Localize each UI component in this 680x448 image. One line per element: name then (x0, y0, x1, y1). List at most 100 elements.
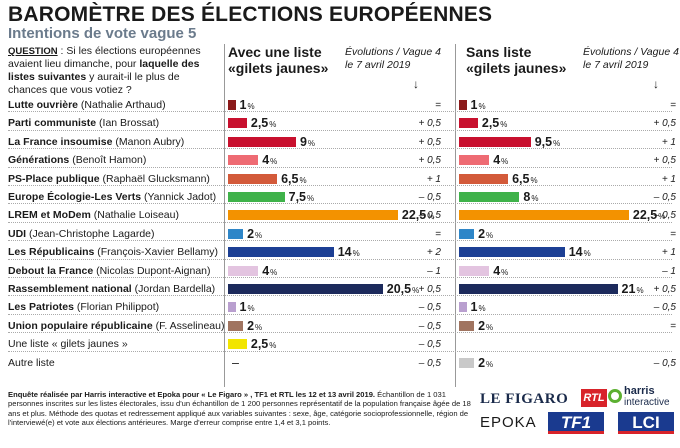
percent-sign: % (307, 138, 316, 148)
bar-series1 (228, 320, 244, 331)
percent-sign: % (427, 212, 435, 222)
evolution-series2: – 1 (662, 265, 676, 277)
row-separator (8, 313, 672, 315)
question-part2: y aurait-il le plus de chances que vous … (8, 71, 180, 96)
value-label-series2: 2% (478, 228, 493, 242)
percent-sign: % (478, 102, 486, 111)
percent-sign: % (553, 138, 561, 148)
figaro-logo: LE FIGARO (480, 391, 569, 407)
evolution-series2: – 0,5 (653, 192, 676, 203)
percent-sign: % (486, 359, 494, 369)
bar-series1 (228, 100, 236, 110)
leader-name: (Ian Brossat) (96, 117, 160, 130)
evolution-series1: – 0,5 (418, 210, 441, 222)
percent-sign: % (636, 286, 644, 295)
bar-series2 (459, 284, 618, 294)
bar-series1 (228, 118, 247, 129)
value-number: 22,5 (401, 208, 427, 223)
col2-header-line1: Sans liste (466, 44, 532, 60)
value-label-series2: 2% (478, 356, 494, 371)
row-separator (8, 166, 672, 168)
question-bold: laquelle des listes suivantes (8, 58, 200, 83)
footer-note: Enquête réalisée par Harris interactive … (8, 390, 474, 427)
party-name: Générations (8, 154, 70, 167)
bar-series2 (459, 192, 520, 202)
separator-col1 (224, 44, 225, 387)
row-separator (8, 221, 672, 223)
value-number: 4 (493, 263, 501, 278)
col2-evo-line2: le 7 avril 2019 (583, 59, 649, 71)
bar-series1 (228, 173, 278, 184)
percent-sign: % (530, 175, 538, 185)
evolution-series1: – 1 (427, 265, 441, 277)
percent-sign: % (247, 304, 255, 314)
value-label-series1: 2,5% (251, 117, 277, 131)
bar-series2 (459, 302, 467, 313)
row-separator (8, 203, 672, 205)
percent-sign: % (531, 194, 539, 203)
evolution-series1: = (435, 100, 441, 111)
percent-sign: % (501, 157, 509, 167)
value-label-series2: 1% (471, 99, 486, 113)
value-number: 14 (568, 245, 583, 260)
party-name: Rassemblement national (8, 283, 132, 295)
row-separator (8, 148, 672, 150)
bar-series2 (459, 357, 475, 368)
bar-series2 (459, 155, 490, 166)
evolution-series2: = (670, 228, 676, 240)
value-number: 2 (247, 226, 255, 241)
col1-header: Avec une liste «gilets jaunes» (228, 44, 328, 76)
evolution-series2: – 0,5 (653, 357, 676, 369)
value-label-series1: 6,5% (281, 172, 307, 187)
party-label: Autre liste (8, 357, 55, 369)
evolution-series2: – 0,5 (653, 210, 676, 222)
percent-sign: % (658, 212, 666, 222)
bar-series1 (228, 284, 383, 294)
party-label: Union populaire républicaine (F. Asselin… (8, 320, 224, 332)
party-name: Une liste « gilets jaunes » (8, 338, 128, 351)
percent-sign: % (247, 102, 255, 111)
value-label-series1: 2,5% (251, 338, 277, 352)
percent-sign: % (500, 120, 508, 130)
evolution-series1: + 0,5 (418, 155, 441, 167)
percent-sign: % (486, 230, 494, 240)
value-number: 2,5 (250, 116, 269, 131)
percent-sign: % (583, 249, 591, 259)
party-name: LREM et MoDem (8, 209, 91, 222)
value-number: 1 (239, 300, 247, 315)
survey-question: QUESTION : Si les élections européennes … (8, 45, 216, 97)
value-label-series1: 14% (338, 246, 360, 260)
row-separator (8, 129, 672, 131)
value-number: 8 (523, 190, 531, 204)
bar-series1 (228, 192, 285, 202)
evolution-series2: + 0,5 (653, 155, 676, 167)
leader-name: (Nathalie Loiseau) (90, 209, 179, 222)
value-number: 1 (470, 98, 478, 112)
col2-arrow-icon: ↓ (653, 77, 659, 91)
party-label: UDI (Jean-Christophe Lagarde) (8, 228, 155, 240)
evolution-series2: + 1 (661, 173, 676, 185)
percent-sign: % (269, 120, 277, 130)
party-label: Lutte ouvrière (Nathalie Arthaud) (8, 99, 166, 111)
evolution-series1: + 0,5 (418, 284, 441, 295)
percent-sign: % (270, 267, 278, 277)
value-label-series1: 7,5% (289, 191, 315, 205)
value-number: 14 (337, 245, 352, 260)
row-separator (8, 240, 672, 242)
value-number: 7,5 (288, 190, 307, 204)
value-number: 22,5 (632, 208, 658, 223)
evolution-series2: = (670, 320, 676, 332)
bar-series1 (228, 302, 236, 313)
bar-series2 (459, 118, 478, 129)
harris-logo-line1: harris (624, 385, 655, 397)
party-label: Générations (Benoît Hamon) (8, 154, 146, 166)
value-number: 4 (262, 153, 270, 168)
party-name: Europe Écologie-Les Verts (8, 191, 142, 203)
party-name: Debout la France (8, 264, 94, 277)
value-number: 2,5 (481, 116, 500, 131)
col1-evo-line2: le 7 avril 2019 (345, 59, 411, 71)
party-name: Union populaire républicaine (8, 319, 153, 332)
value-number: 9 (299, 134, 307, 149)
value-label-series2: 6,5% (512, 172, 538, 187)
value-label-series1: – (232, 356, 239, 369)
